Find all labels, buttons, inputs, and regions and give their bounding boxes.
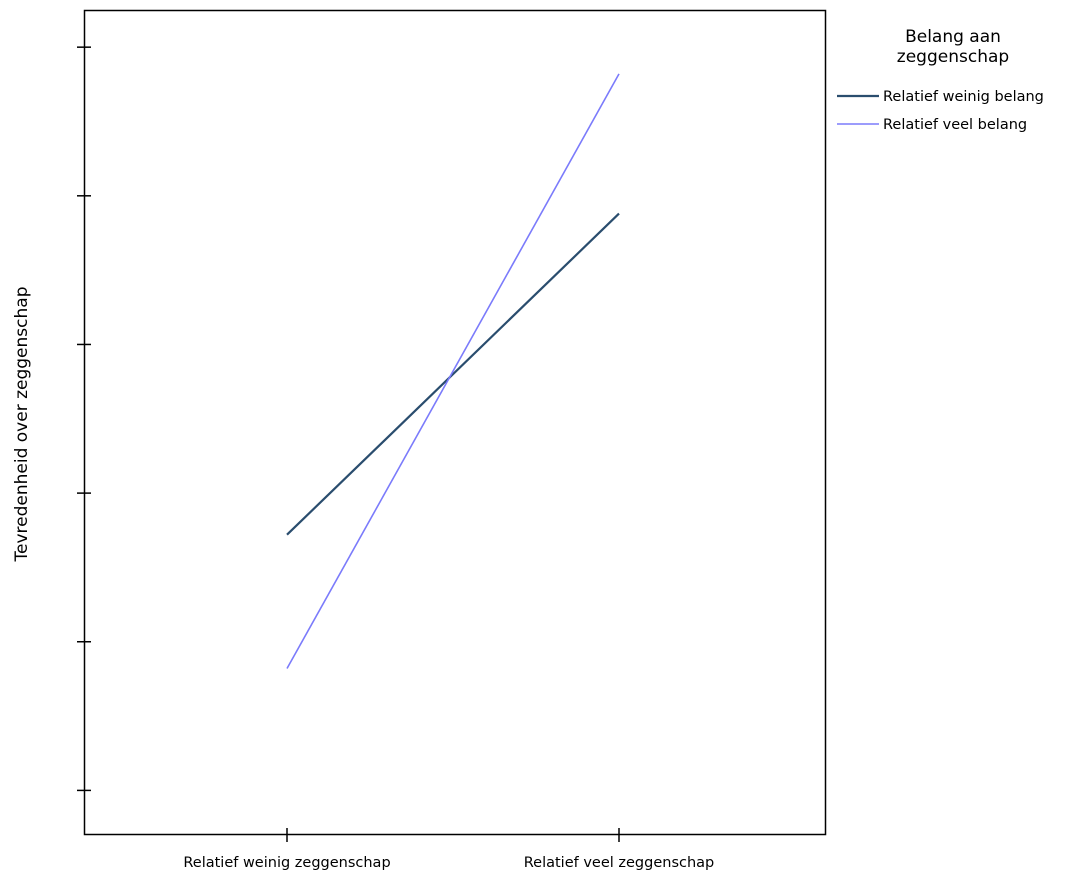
y-axis-label: Tevredenheid over zeggenschap (12, 287, 32, 563)
legend: Belang aan zeggenschap Relatief weinig b… (837, 27, 1044, 133)
y-axis-ticks (77, 46, 91, 792)
series-line-veel-belang (286, 73, 620, 669)
legend-title-line-2: zeggenschap (897, 47, 1009, 67)
legend-label-veel-belang: Relatief veel belang (883, 117, 1027, 133)
legend-title-line-1: Belang aan (905, 27, 1001, 47)
legend-label-weinig-belang: Relatief weinig belang (883, 89, 1044, 105)
x-axis-ticks (286, 828, 620, 842)
series-lines (286, 73, 620, 669)
x-tick-label-veel: Relatief veel zeggenschap (524, 855, 715, 871)
series-line-weinig-belang (286, 212, 620, 536)
x-tick-label-weinig: Relatief weinig zeggenschap (183, 855, 390, 871)
plot-frame (83, 9, 827, 836)
